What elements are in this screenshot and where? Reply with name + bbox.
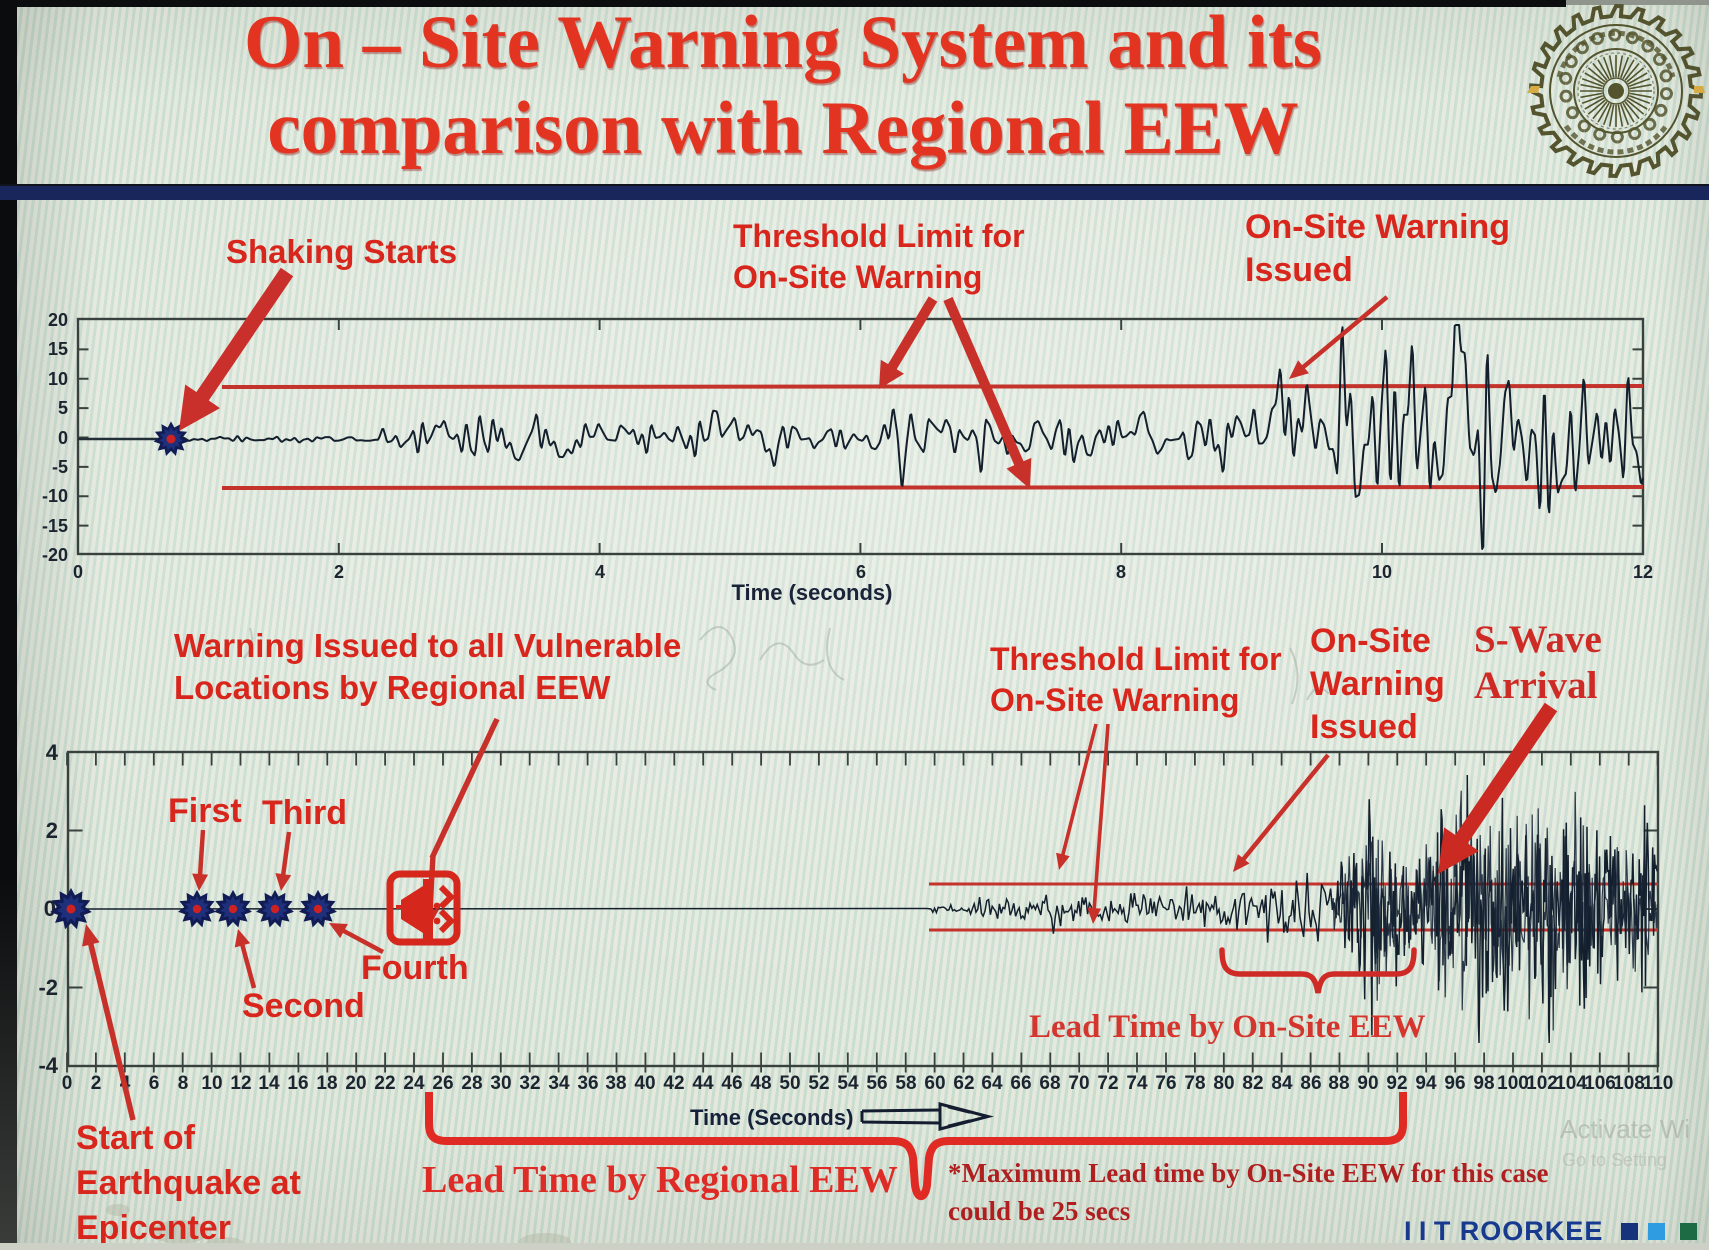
svg-text:0: 0: [73, 562, 83, 582]
svg-text:42: 42: [663, 1073, 684, 1094]
svg-text:86: 86: [1300, 1073, 1321, 1094]
svg-text:108: 108: [1613, 1073, 1645, 1094]
svg-text:-10: -10: [42, 486, 68, 506]
svg-text:74: 74: [1126, 1073, 1148, 1094]
svg-text:36: 36: [577, 1073, 598, 1094]
svg-text:12: 12: [230, 1073, 251, 1094]
svg-text:106: 106: [1584, 1073, 1616, 1094]
svg-text:88: 88: [1328, 1073, 1349, 1094]
svg-text:Time (seconds): Time (seconds): [732, 580, 893, 605]
svg-text:2: 2: [46, 818, 58, 843]
svg-text:104: 104: [1555, 1073, 1587, 1094]
svg-text:-4: -4: [38, 1053, 58, 1078]
svg-text:84: 84: [1271, 1073, 1293, 1094]
svg-text:96: 96: [1444, 1073, 1465, 1094]
svg-text:46: 46: [721, 1073, 742, 1094]
svg-text:4: 4: [595, 562, 605, 582]
svg-text:28: 28: [461, 1073, 482, 1094]
svg-text:6: 6: [856, 562, 866, 582]
svg-text:82: 82: [1242, 1073, 1263, 1094]
svg-text:24: 24: [403, 1073, 425, 1094]
svg-text:0: 0: [62, 1073, 73, 1094]
svg-text:15: 15: [48, 339, 68, 359]
svg-text:20: 20: [48, 310, 68, 330]
svg-text:44: 44: [692, 1073, 714, 1094]
svg-text:78: 78: [1184, 1073, 1205, 1094]
svg-text:66: 66: [1010, 1073, 1031, 1094]
svg-text:22: 22: [374, 1073, 395, 1094]
svg-text:76: 76: [1155, 1073, 1176, 1094]
svg-text:8: 8: [178, 1073, 189, 1094]
svg-text:5: 5: [58, 398, 68, 418]
svg-text:38: 38: [605, 1073, 626, 1094]
svg-text:40: 40: [634, 1073, 655, 1094]
svg-text:100: 100: [1497, 1073, 1529, 1094]
svg-text:58: 58: [895, 1073, 916, 1094]
svg-text:68: 68: [1039, 1073, 1060, 1094]
svg-text:92: 92: [1386, 1073, 1407, 1094]
svg-text:8: 8: [1116, 562, 1126, 582]
svg-text:54: 54: [837, 1073, 859, 1094]
svg-text:56: 56: [866, 1073, 887, 1094]
svg-text:18: 18: [316, 1073, 337, 1094]
svg-text:16: 16: [287, 1073, 308, 1094]
svg-text:98: 98: [1473, 1073, 1494, 1094]
svg-text:-20: -20: [42, 545, 68, 565]
svg-text:-5: -5: [52, 457, 68, 477]
svg-text:10: 10: [1372, 562, 1392, 582]
svg-text:62: 62: [953, 1073, 974, 1094]
svg-text:30: 30: [490, 1073, 511, 1094]
svg-text:34: 34: [548, 1073, 570, 1094]
svg-text:80: 80: [1213, 1073, 1234, 1094]
svg-text:14: 14: [258, 1073, 280, 1094]
svg-text:2: 2: [334, 562, 344, 582]
svg-text:10: 10: [201, 1073, 222, 1094]
svg-text:70: 70: [1068, 1073, 1089, 1094]
svg-text:52: 52: [808, 1073, 829, 1094]
svg-text:110: 110: [1643, 1073, 1674, 1094]
svg-text:20: 20: [345, 1073, 366, 1094]
svg-text:2: 2: [91, 1073, 102, 1094]
svg-text:90: 90: [1357, 1073, 1378, 1094]
svg-text:0: 0: [44, 896, 56, 921]
svg-text:26: 26: [432, 1073, 453, 1094]
svg-text:94: 94: [1415, 1073, 1437, 1094]
svg-text:32: 32: [519, 1073, 540, 1094]
svg-text:10: 10: [48, 369, 68, 389]
svg-text:102: 102: [1526, 1073, 1558, 1094]
svg-text:72: 72: [1097, 1073, 1118, 1094]
svg-text:4: 4: [46, 740, 59, 765]
svg-text:-2: -2: [38, 975, 58, 1000]
svg-text:64: 64: [981, 1073, 1003, 1094]
svg-text:60: 60: [924, 1073, 945, 1094]
svg-text:6: 6: [149, 1073, 160, 1094]
svg-text:12: 12: [1633, 562, 1653, 582]
svg-text:50: 50: [779, 1073, 800, 1094]
svg-text:-15: -15: [42, 516, 68, 536]
svg-text:0: 0: [58, 428, 68, 448]
svg-text:48: 48: [750, 1073, 771, 1094]
